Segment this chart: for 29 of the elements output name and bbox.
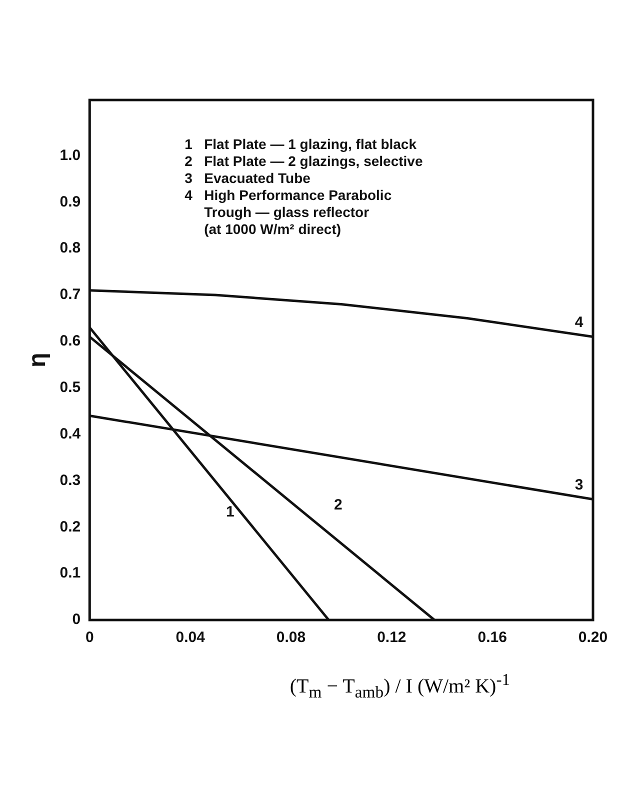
y-tick-label: 0.9 — [60, 193, 81, 210]
y-tick-label: 0.6 — [60, 332, 81, 350]
y-tick-label: 0.8 — [60, 240, 81, 257]
y-axis-title: η — [24, 352, 52, 368]
x-tick-label: 0.08 — [276, 629, 306, 646]
annotation: Trough — glass reflector — [184, 204, 370, 220]
annotation: 4 High Performance Parabolic — [184, 186, 392, 203]
x-tick-label: 0.04 — [176, 629, 206, 646]
x-tick-label: 0.20 — [578, 629, 608, 646]
x-tick-label: 0.16 — [478, 629, 507, 646]
annotation: (at 1000 W/m² direct) — [184, 220, 342, 237]
annotation: 2 Flat Plate — 2 glazings, selective — [184, 152, 423, 169]
annotation: 3 Evacuated Tube — [184, 170, 311, 186]
series-label: 2 — [334, 496, 342, 514]
y-tick-label: 0.7 — [60, 286, 81, 304]
y-tick-label: 0.1 — [60, 564, 81, 582]
series-label: 4 — [574, 314, 584, 331]
y-tick-label: 0.5 — [60, 379, 81, 396]
x-tick-label: 0.12 — [377, 629, 406, 646]
x-tick-label: 0 — [85, 629, 94, 646]
series-label: 3 — [574, 476, 584, 494]
series-label: 1 — [226, 504, 234, 521]
annotation: 1 Flat Plate — 1 glazing, flat black — [184, 136, 417, 152]
y-tick-label: 0.4 — [60, 425, 82, 442]
x-axis-title: (T$_{m}$ − T$_{amb}$) / I (W/m² K)$^{-1}$ — [288, 670, 512, 703]
y-tick-label: 1.0 — [60, 146, 81, 164]
y-tick-label: 0.2 — [60, 518, 81, 536]
y-tick-label: 0.3 — [60, 472, 81, 489]
y-tick-label: 0 — [72, 611, 81, 628]
